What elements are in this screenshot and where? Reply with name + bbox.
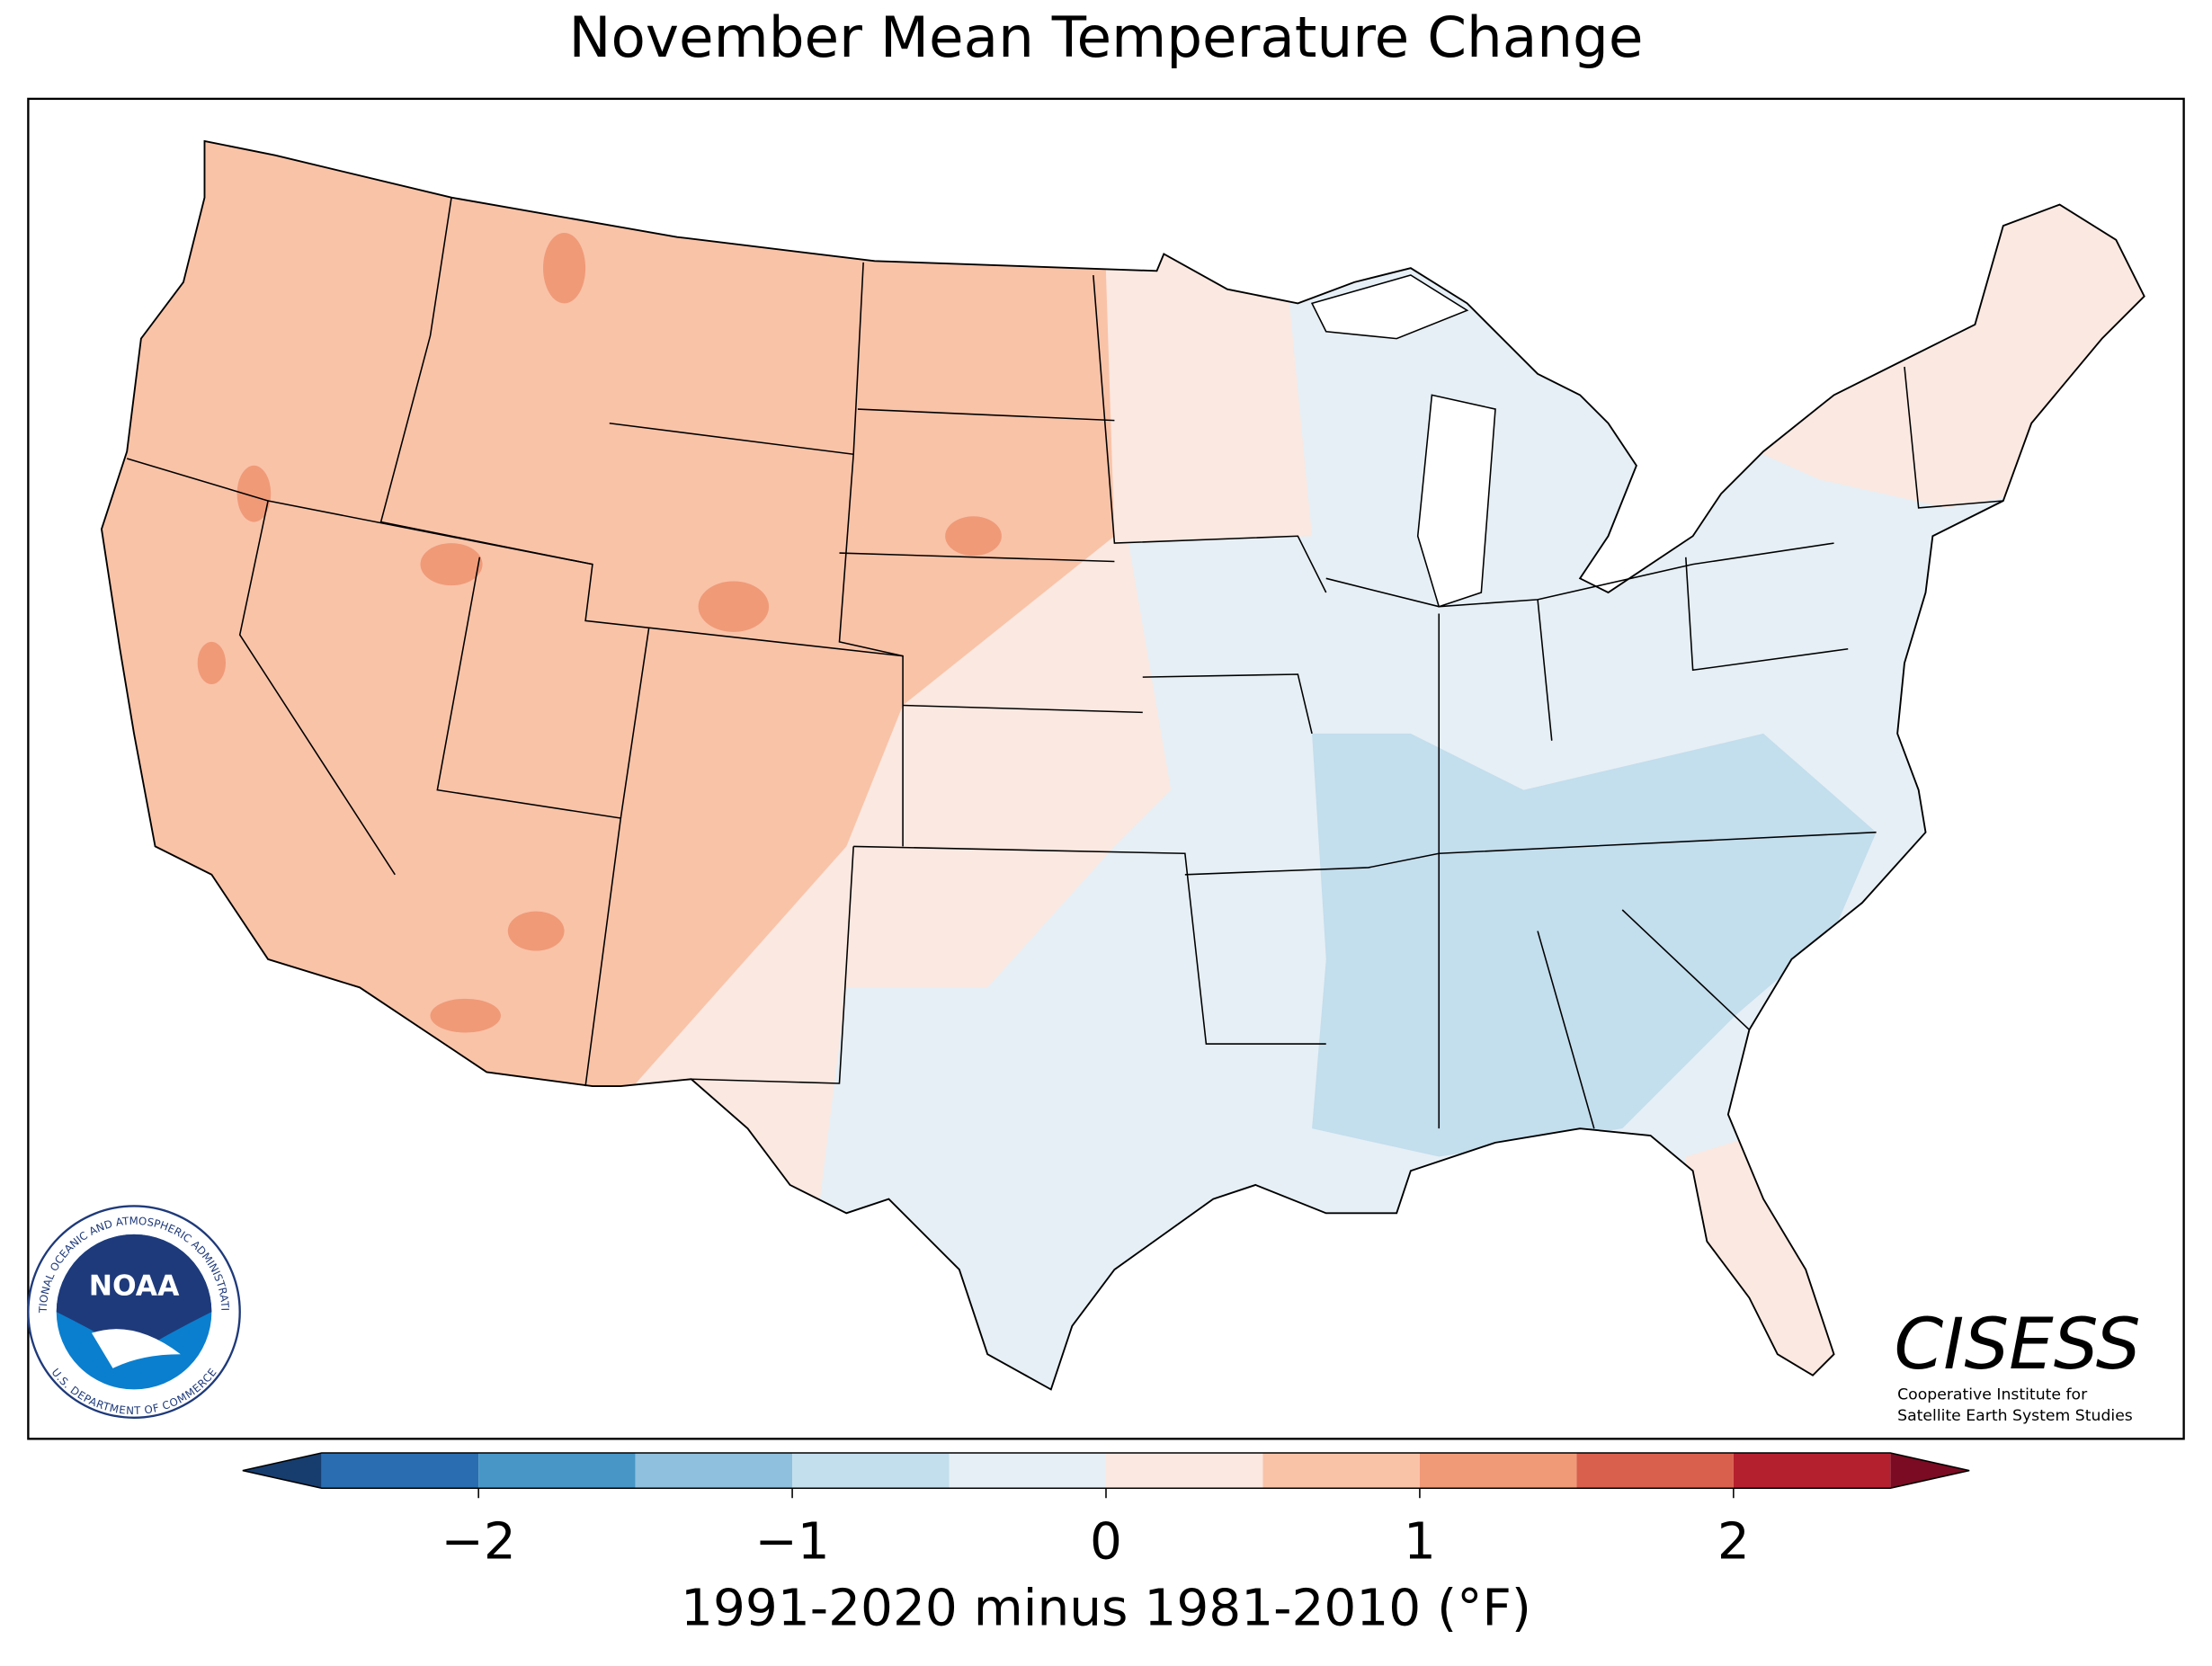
cisess-logo: CISESS Cooperative Institute for Satelli… (1894, 1304, 2140, 1425)
state-border (1621, 909, 1750, 1030)
colorbar-tick-label: 1 (1404, 1513, 1436, 1572)
cisess-line: Satellite Earth System Studies (1897, 1407, 2133, 1425)
state-border (126, 458, 396, 876)
state-border (903, 704, 1143, 714)
state-border (1904, 366, 2003, 509)
map-region (197, 641, 227, 684)
map-region (543, 232, 586, 304)
state-border (609, 422, 854, 456)
colorbar-segment (1106, 1453, 1263, 1489)
state-border (839, 552, 1115, 563)
logo-bird (91, 1329, 181, 1368)
state-border (267, 500, 593, 566)
colorbar-segment (478, 1453, 636, 1489)
state-border (1184, 831, 1877, 876)
state-border (620, 628, 650, 819)
map-region (507, 911, 565, 951)
colorbar-segment (1262, 1453, 1420, 1489)
state-border (838, 262, 904, 847)
coastline (100, 139, 2145, 1391)
cisess-name: CISESS (1894, 1304, 2140, 1385)
state-border (1685, 557, 1849, 672)
map-title: November Mean Temperature Change (569, 4, 1644, 70)
colorbar-segment (321, 1453, 479, 1489)
colorbar-segment (635, 1453, 793, 1489)
state-border (691, 846, 854, 1084)
colorbar-tick-label: 2 (1717, 1513, 1750, 1572)
state-borders (126, 197, 2003, 1129)
colorbar-segment (949, 1453, 1106, 1489)
state-border (436, 557, 622, 1087)
map-region (430, 998, 501, 1033)
cisess-line: Cooperative Institute for (1897, 1385, 2088, 1403)
colorbar-extend (242, 1453, 322, 1489)
state-border (429, 197, 452, 336)
map-region (236, 465, 272, 522)
state-border (1537, 931, 1595, 1129)
logo-top (56, 1234, 212, 1355)
colorbar-label: 1991-2020 minus 1981-2010 (°F) (681, 1579, 1531, 1637)
state-border (1537, 599, 1553, 741)
colorbar-extend (1890, 1453, 1970, 1489)
state-border (1093, 274, 1327, 593)
colorbar: −2 −1 0 1 2 (242, 1452, 1970, 1572)
lake (1416, 394, 1496, 608)
colorbar-tick-label: −1 (754, 1513, 829, 1572)
map-region (101, 140, 1115, 1100)
state-border (853, 845, 1326, 1045)
colorbar-segment (1419, 1453, 1577, 1489)
map-region (945, 516, 1002, 557)
map-region (698, 581, 770, 632)
map-region (420, 543, 483, 586)
colorbar-tick-label: −2 (442, 1513, 516, 1572)
lake (1310, 274, 1469, 340)
state-border (1142, 673, 1313, 735)
colorbar-segment (1576, 1453, 1734, 1489)
colorbar-border (242, 1452, 1970, 1490)
colorbar-segment (792, 1453, 950, 1489)
colorbar-segment (1733, 1453, 1891, 1489)
colorbar-tick-label: 0 (1090, 1513, 1122, 1572)
state-border (857, 408, 1115, 422)
logo-name: NOAA (89, 1270, 180, 1302)
